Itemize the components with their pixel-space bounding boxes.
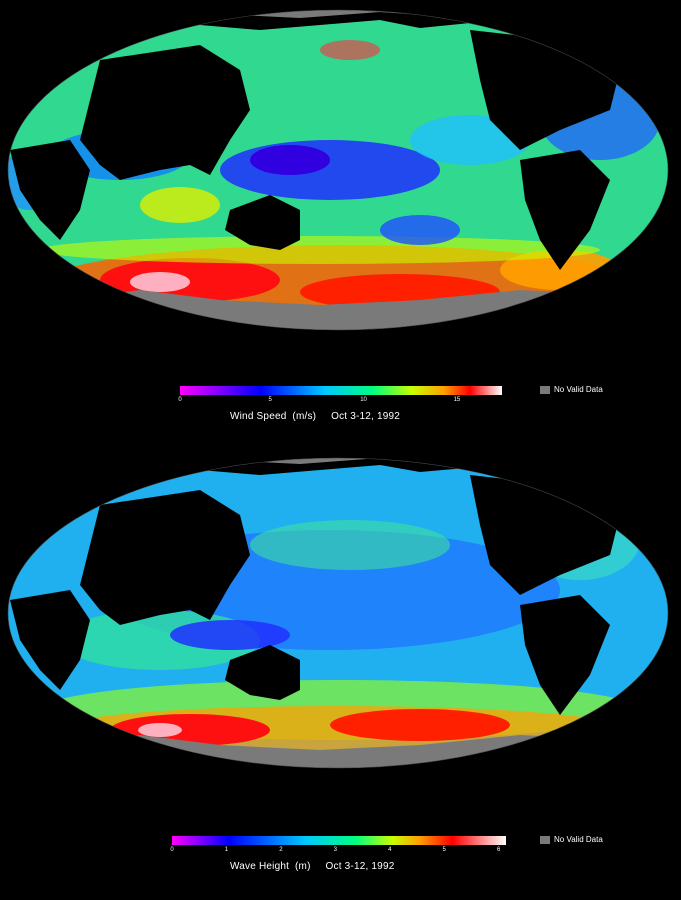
wind-speed-map-graphic [7, 9, 669, 331]
wind-speed-colorbar [180, 386, 502, 395]
wind-tick: 0 [178, 397, 182, 403]
wave-height-map [0, 450, 681, 830]
wave-height-map-graphic [7, 457, 669, 769]
wave-height-ticks: 0 1 2 3 4 5 6 [170, 847, 506, 857]
wind-no-data-key: No Valid Data [540, 385, 603, 394]
no-data-label: No Valid Data [554, 835, 603, 844]
wind-speed-map [0, 0, 681, 380]
wave-tick: 1 [224, 847, 229, 853]
wave-no-data-key: No Valid Data [540, 835, 603, 844]
wave-tick: 0 [170, 847, 174, 853]
wind-speed-legend: 0 5 10 15 No Valid Data Wind Speed (m/s)… [0, 380, 681, 440]
wave-tick: 3 [333, 847, 337, 853]
no-data-swatch [540, 835, 550, 844]
wave-height-legend: 0 1 2 3 4 5 6 No Valid Data Wave Height … [0, 830, 681, 890]
no-data-swatch [540, 385, 550, 394]
wind-tick: 10 [360, 397, 367, 403]
wind-tick: 15 [453, 397, 461, 403]
wave-tick: 6 [496, 847, 501, 853]
wave-tick: 2 [279, 847, 283, 853]
wave-height-caption: Wave Height (m) Oct 3-12, 1992 [230, 861, 395, 872]
no-data-label: No Valid Data [554, 385, 603, 394]
wave-height-colorbar [172, 836, 506, 845]
wind-tick: 5 [268, 397, 272, 403]
wind-speed-caption: Wind Speed (m/s) Oct 3-12, 1992 [230, 411, 401, 422]
wave-tick: 4 [388, 847, 392, 853]
wind-speed-ticks: 0 5 10 15 [178, 397, 502, 407]
wave-tick: 5 [442, 847, 446, 853]
